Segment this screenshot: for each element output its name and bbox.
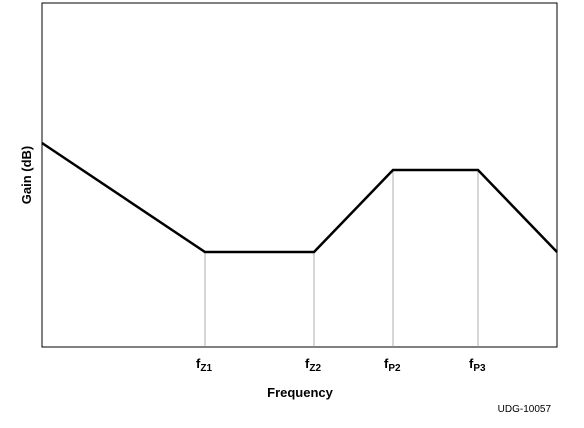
plot-frame — [41, 2, 558, 348]
reference-id: UDG-10057 — [498, 404, 552, 415]
frequency-guides — [204, 170, 479, 347]
tick-label-fp3: fP3 — [469, 356, 486, 374]
tick-label-fz2: fZ2 — [305, 356, 321, 374]
tick-label-fp2: fP2 — [384, 356, 401, 374]
x-axis-title: Frequency — [267, 385, 334, 400]
gain-curve — [41, 141, 558, 254]
frequency-tick-labels: fZ1 fZ2 fP2 fP3 — [196, 356, 486, 374]
tick-label-fz1: fZ1 — [196, 356, 212, 374]
y-axis-title: Gain (dB) — [19, 146, 34, 205]
